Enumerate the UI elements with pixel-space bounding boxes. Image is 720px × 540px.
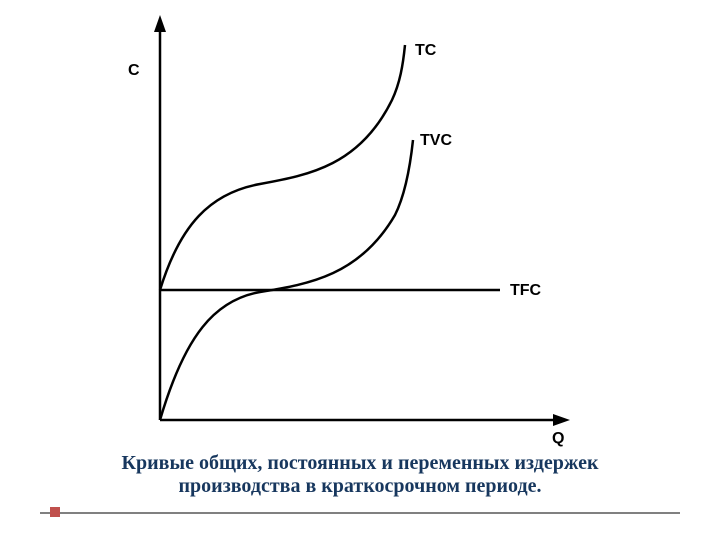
footer-divider <box>40 512 680 514</box>
x-axis-label: Q <box>552 430 564 447</box>
x-axis-arrow <box>553 414 570 426</box>
footer-bullet-icon <box>50 507 60 517</box>
tc-label: TC <box>415 42 437 59</box>
chart-caption: Кривые общих, постоянных и переменных из… <box>0 452 720 498</box>
tfc-label: TFC <box>510 282 542 299</box>
caption-line-1: Кривые общих, постоянных и переменных из… <box>122 452 599 474</box>
y-axis-arrow <box>154 15 166 32</box>
tvc-curve <box>160 140 413 420</box>
tc-curve <box>160 45 405 290</box>
y-axis-label: С <box>128 62 140 79</box>
caption-line-2: производства в краткосрочном периоде. <box>179 475 542 497</box>
tvc-label: TVC <box>420 132 452 149</box>
